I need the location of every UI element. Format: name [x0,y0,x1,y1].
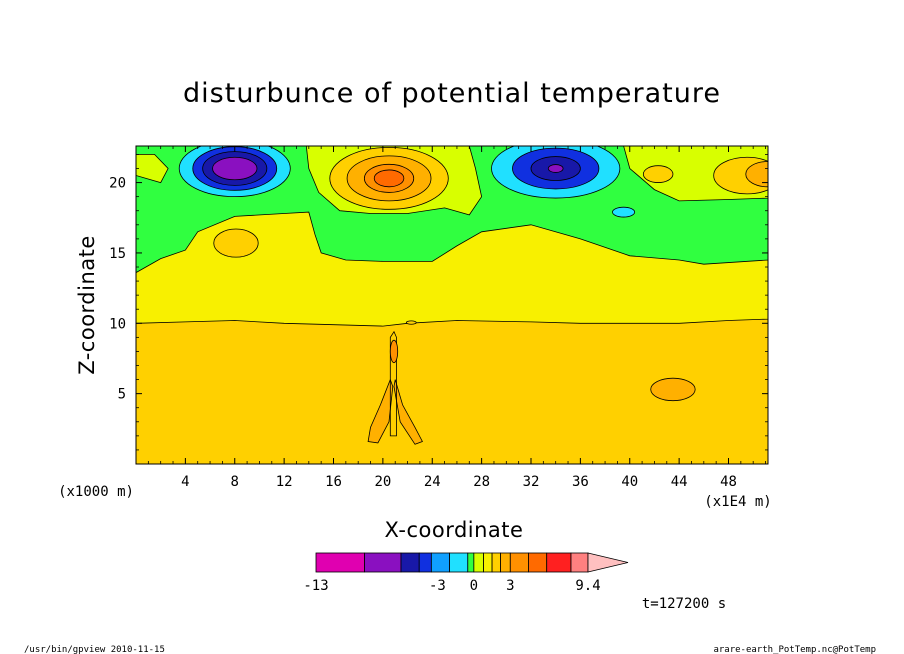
colorbar [315,552,629,573]
x-axis-label: X-coordinate [385,518,524,542]
colorbar-segment [500,552,511,573]
colorbar-tick-label: -13 [303,578,328,594]
cold-cell-core [212,156,258,181]
plume-left [367,378,394,444]
colorbar-tick-label: 9.4 [575,578,600,594]
plume-right [393,379,423,445]
x-unit-label: (x1E4 m) [704,494,771,510]
x-tick-label: 4 [181,474,189,490]
chart-title: disturbunce of potential temperature [183,78,721,109]
x-tick-label: 32 [523,474,540,490]
footer-left: /usr/bin/gpview 2010-11-15 [24,645,165,654]
x-tick-label: 24 [424,474,441,490]
warm-cell-contour [745,161,768,188]
warm-cell-lower [650,377,696,402]
plot-frame [135,145,769,465]
cold-cell-core [547,164,564,173]
colorbar-tick-label: 3 [506,578,514,594]
x-axis-ticks: 4 8 12 16 20 24 28 32 36 40 44 48 [147,146,766,490]
contour-field [136,146,768,464]
colorbar-segment [528,552,548,573]
warm-cell-contour [213,228,259,258]
y-axis-label: Z-coordinate [75,235,99,375]
colorbar-segment [400,552,420,573]
colorbar-segment [418,552,432,573]
x-tick-label: 48 [720,474,737,490]
x-tick-label: 28 [473,474,490,490]
warm-cell-contour [642,165,674,183]
colorbar-segment [467,552,475,573]
y-axis-ticks: 5 10 15 20 [109,154,768,451]
colorbar-segment [449,552,469,573]
colorbar-segment [509,552,529,573]
y-tick-label: 20 [109,176,126,192]
colorbar-segment [315,552,365,573]
colorbar-segment [483,552,493,573]
x-tick-label: 16 [325,474,342,490]
x-tick-label: 12 [276,474,293,490]
colorbar-ticks: -13 -3 0 3 9.4 [303,578,600,594]
y-tick-label: 15 [109,246,126,262]
colorbar-segment [546,552,572,573]
upper-patch [136,154,169,184]
cold-cell-small [612,206,636,218]
x-tick-label: 40 [621,474,638,490]
colorbar-segment [491,552,501,573]
y-tick-label: 10 [109,316,126,332]
x-tick-label: 20 [374,474,391,490]
plume-tip [405,320,417,325]
colorbar-extend-arrow [587,552,629,573]
warm-cell-core [373,169,405,188]
colorbar-tick-label: 0 [470,578,478,594]
colorbar-segment [570,552,589,573]
colorbar-segment [364,552,402,573]
x-tick-label: 36 [572,474,589,490]
x-tick-label: 44 [671,474,688,490]
y-tick-label: 5 [118,387,126,403]
colorbar-segment [473,552,484,573]
time-label: t=127200 s [642,596,726,612]
y-unit-label: (x1000 m) [58,484,134,500]
colorbar-tick-label: -3 [429,578,446,594]
colorbar-segment [430,552,450,573]
footer-right: arare-earth_PotTemp.nc@PotTemp [713,645,876,654]
x-tick-label: 8 [231,474,239,490]
plume-core [389,339,399,364]
